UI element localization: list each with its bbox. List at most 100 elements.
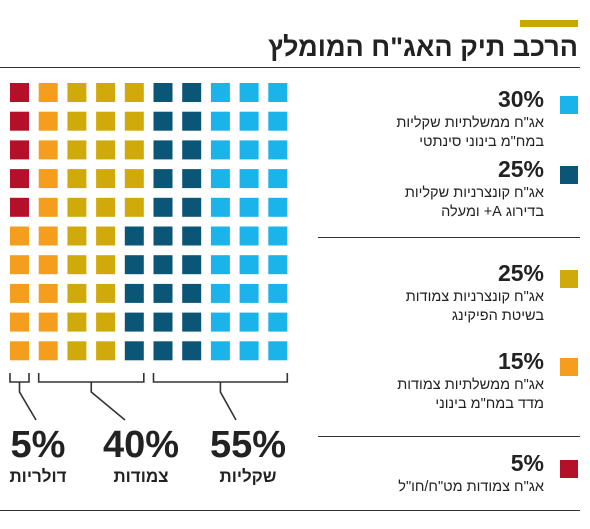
- group-label-shekel: שקליות: [219, 467, 277, 486]
- waffle-cell: [67, 341, 87, 361]
- waffle-cell: [96, 255, 116, 275]
- waffle-cell: [210, 197, 230, 217]
- legend-item-corp-shekel: 25% אג"ח קונצרניות שקליות בדירוג A+ ומעל…: [308, 156, 578, 226]
- divider-legend-1: [318, 237, 580, 238]
- waffle-cell: [153, 226, 173, 246]
- waffle-cell: [239, 111, 259, 131]
- waffle-cell: [210, 83, 230, 102]
- waffle-cell: [124, 226, 144, 246]
- waffle-cell: [124, 111, 144, 131]
- waffle-cell: [210, 226, 230, 246]
- waffle-cell: [268, 169, 288, 189]
- waffle-cell: [153, 341, 173, 361]
- waffle-cell: [38, 140, 58, 160]
- legend-item-fx-linked: 5% אג"ח צמודות מט"ח/חו"ל: [308, 450, 578, 500]
- legend-line: במח"מ בינוני סינתטי: [419, 134, 544, 150]
- legend-swatch: [560, 358, 578, 376]
- legend-percent: 5%: [510, 450, 544, 476]
- legend-swatch: [560, 460, 578, 478]
- waffle-cell: [182, 83, 202, 102]
- waffle-cell: [239, 83, 259, 102]
- waffle-cell: [10, 283, 29, 303]
- waffle-cell: [124, 283, 144, 303]
- waffle-cell: [268, 341, 288, 361]
- legend-line: אג"ח צמודות מט"ח/חו"ל: [398, 479, 544, 495]
- legend-percent: 30%: [497, 86, 544, 112]
- legend-item-gov-shekel: 30% אג"ח ממשלתיות שקליות במח"מ בינוני סי…: [308, 86, 578, 156]
- waffle-cell: [182, 255, 202, 275]
- waffle-cell: [153, 169, 173, 189]
- waffle-cell: [239, 312, 259, 332]
- waffle-cell: [239, 169, 259, 189]
- waffle-cell: [10, 255, 29, 275]
- waffle-cell: [182, 312, 202, 332]
- legend-percent: 25%: [497, 156, 544, 182]
- waffle-cell: [67, 255, 87, 275]
- waffle-cell: [67, 111, 87, 131]
- waffle-cell: [210, 341, 230, 361]
- group-bracket: [37, 373, 145, 421]
- legend-description: אג"ח צמודות מט"ח/חו"ל: [304, 478, 544, 497]
- waffle-cell: [38, 111, 58, 131]
- chart-title: הרכב תיק האג"ח המומלץ: [268, 32, 578, 62]
- waffle-cell: [268, 111, 288, 131]
- waffle-cell: [96, 169, 116, 189]
- waffle-cell: [10, 197, 29, 217]
- waffle-cell: [153, 312, 173, 332]
- waffle-cell: [124, 83, 144, 102]
- group-percent-linked: 40%: [102, 424, 180, 466]
- waffle-cell: [239, 283, 259, 303]
- waffle-cell: [239, 226, 259, 246]
- divider-bottom: [0, 510, 580, 511]
- waffle-cell: [10, 169, 29, 189]
- waffle-cell: [239, 197, 259, 217]
- waffle-cell: [10, 341, 29, 361]
- waffle-cell: [124, 197, 144, 217]
- waffle-cell: [10, 312, 29, 332]
- legend-line: בשיטת הפיקינג: [451, 308, 544, 324]
- waffle-cell: [182, 226, 202, 246]
- waffle-cell: [96, 197, 116, 217]
- waffle-cell: [239, 341, 259, 361]
- waffle-cell: [239, 140, 259, 160]
- waffle-cell: [38, 226, 58, 246]
- waffle-cell: [268, 140, 288, 160]
- waffle-cell: [268, 255, 288, 275]
- waffle-cell: [124, 255, 144, 275]
- waffle-cell: [210, 169, 230, 189]
- waffle-cell: [96, 341, 116, 361]
- legend-percent: 15%: [497, 348, 544, 374]
- waffle-cell: [268, 197, 288, 217]
- waffle-cell: [96, 83, 116, 102]
- divider-legend-2: [318, 436, 580, 437]
- waffle-cell: [67, 169, 87, 189]
- waffle-cell: [210, 312, 230, 332]
- title-accent-bar: [520, 20, 578, 27]
- legend-line: אג"ח ממשלתיות צמודות: [397, 377, 544, 393]
- legend-percent: 25%: [497, 260, 544, 286]
- waffle-cell: [182, 341, 202, 361]
- legend-line: אג"ח ממשלתיות שקליות: [396, 115, 544, 131]
- waffle-cell: [38, 197, 58, 217]
- waffle-cell: [182, 197, 202, 217]
- legend-item-corp-linked: 25% אג"ח קונצרניות צמודות בשיטת הפיקינג: [308, 260, 578, 330]
- group-bracket: [9, 373, 37, 421]
- waffle-cell: [38, 283, 58, 303]
- waffle-cell: [268, 83, 288, 102]
- waffle-cell: [153, 83, 173, 102]
- legend-swatch: [560, 96, 578, 114]
- waffle-cell: [67, 83, 87, 102]
- waffle-cell: [124, 140, 144, 160]
- group-bracket: [152, 373, 289, 421]
- waffle-cell: [210, 283, 230, 303]
- group-percent-shekel: 55%: [209, 424, 287, 466]
- legend-description: אג"ח ממשלתיות צמודות מדד במח"מ בינוני: [304, 376, 544, 414]
- waffle-cell: [153, 140, 173, 160]
- waffle-cell: [153, 197, 173, 217]
- waffle-cell: [210, 140, 230, 160]
- waffle-cell: [210, 111, 230, 131]
- legend-description: אג"ח קונצרניות שקליות בדירוג A+ ומעלה: [304, 184, 544, 222]
- divider-top: [0, 67, 580, 68]
- legend-description: אג"ח ממשלתיות שקליות במח"מ בינוני סינתטי: [304, 114, 544, 152]
